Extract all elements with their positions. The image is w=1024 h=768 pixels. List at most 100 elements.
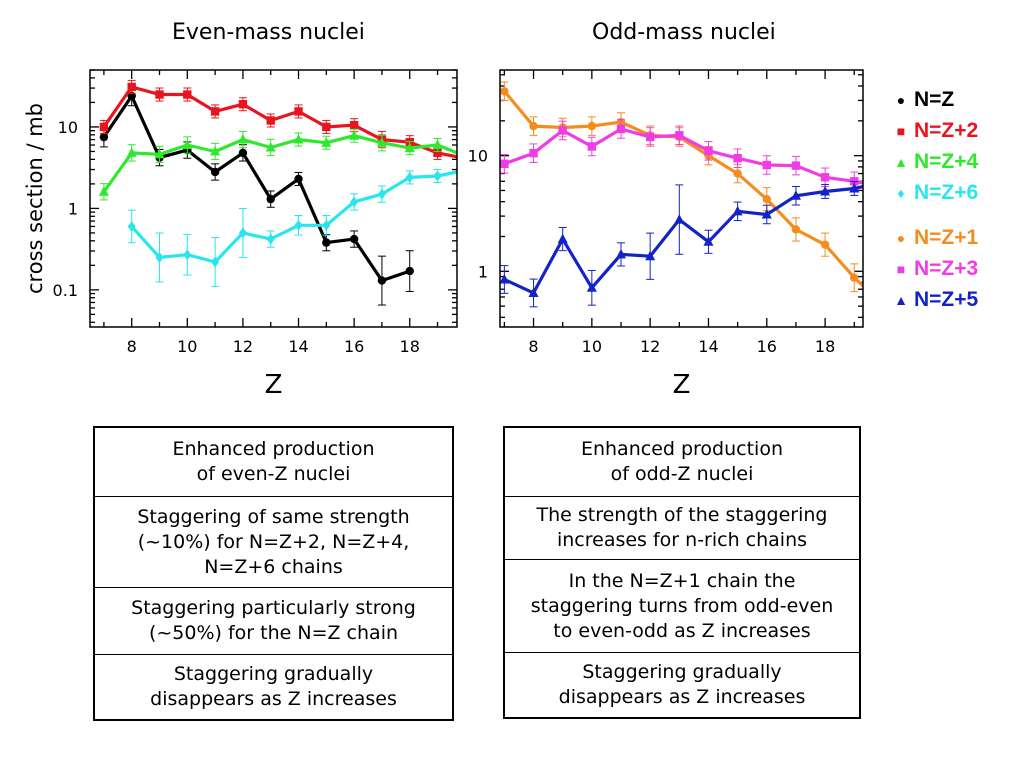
legend-item-nz6: ♦ N=Z+6: [892, 177, 978, 208]
legend: ● N=Z ■ N=Z+2 ▲ N=Z+4 ♦ N=Z+6 ● N=Z+1 ■ N=Z+3 …: [892, 84, 978, 315]
data-point: [376, 137, 387, 147]
data-point: [294, 219, 303, 231]
data-point: [238, 100, 248, 109]
data-point: [126, 147, 137, 157]
x-tick-label: 16: [757, 337, 777, 356]
data-point: [155, 251, 164, 263]
legend-item-nz3: ■ N=Z+3: [892, 253, 978, 284]
data-point: [645, 250, 656, 261]
legend-marker: ●: [896, 229, 906, 246]
legend-marker: ▲: [894, 291, 908, 308]
x-tick-label: 18: [815, 337, 835, 356]
legend-item-nz: ● N=Z: [892, 84, 978, 115]
data-point: [99, 122, 109, 132]
series-line: [503, 127, 863, 185]
data-point: [761, 208, 772, 219]
x-axis-label: Z: [265, 370, 283, 400]
series-n-z-4: [98, 128, 457, 201]
x-tick-label: 14: [288, 337, 308, 356]
data-point: [238, 148, 248, 158]
data-point: [210, 107, 220, 116]
plot-frame: [499, 69, 864, 328]
x-tick-label: 18: [400, 337, 420, 356]
data-point: [500, 159, 509, 169]
data-point: [211, 256, 220, 268]
data-point: [404, 142, 415, 153]
data-point: [377, 276, 387, 285]
data-point: [127, 82, 136, 92]
table-cell: Enhanced production of odd-Z nuclei: [503, 426, 861, 497]
data-point: [182, 139, 193, 150]
data-point: [820, 173, 830, 182]
data-point: [405, 266, 414, 276]
even-panel-title: Even-mass nuclei: [172, 20, 365, 45]
series-n-z-1: [500, 81, 863, 293]
series-line: [102, 94, 411, 283]
data-point: [237, 134, 248, 144]
data-point: [265, 141, 276, 152]
data-point: [558, 126, 567, 135]
x-tick-label: 12: [640, 337, 660, 356]
legend-item-nz4: ▲ N=Z+4: [892, 146, 978, 177]
legend-item-nz2: ■ N=Z+2: [892, 115, 978, 146]
data-point: [616, 124, 626, 134]
series-line: [503, 185, 863, 295]
data-point: [98, 186, 109, 196]
data-point: [183, 249, 192, 261]
data-point: [762, 160, 771, 170]
data-point: [587, 121, 597, 131]
legend-label: N=Z: [914, 87, 955, 111]
data-point: [266, 116, 275, 125]
data-point: [733, 169, 742, 178]
data-point: [529, 148, 538, 158]
data-point: [732, 205, 743, 216]
data-point: [350, 196, 359, 208]
data-point: [557, 233, 568, 244]
y-tick-label: 1: [68, 199, 78, 218]
data-point: [154, 148, 165, 159]
table-cell: Staggering gradually disappears as Z inc…: [503, 652, 861, 719]
plot-area: [98, 79, 457, 306]
data-point: [432, 139, 443, 150]
data-point: [293, 134, 304, 144]
data-point: [322, 219, 331, 231]
data-point: [587, 142, 597, 151]
series-line: [102, 134, 457, 193]
odd-panel-title: Odd-mass nuclei: [592, 20, 776, 45]
data-point: [528, 287, 539, 297]
series-n-z: [99, 85, 414, 306]
y-tick-label: 10: [58, 118, 78, 137]
data-point: [762, 195, 771, 204]
data-point: [322, 238, 331, 247]
series-line: [130, 170, 457, 264]
data-point: [322, 122, 331, 132]
data-point: [820, 240, 830, 249]
legend-marker: ▲: [894, 153, 908, 170]
legend-label: N=Z+1: [914, 225, 979, 249]
table-cell: Staggering particularly strong (~50%) fo…: [93, 587, 454, 655]
y-axis-label: cross section / mb: [23, 103, 47, 294]
data-point: [704, 146, 713, 156]
series-n-z-5: [500, 181, 863, 308]
x-tick-label: 12: [233, 337, 253, 356]
table-cell: Staggering of same strength (~10%) for N…: [93, 496, 454, 588]
series-line: [102, 85, 457, 159]
data-point: [433, 148, 442, 158]
y-tick-label: 0.1: [53, 281, 78, 300]
data-point: [791, 225, 801, 234]
x-tick-label: 8: [127, 337, 137, 356]
table-cell: Staggering gradually disappears as Z inc…: [93, 654, 454, 721]
data-point: [850, 273, 859, 282]
legend-label: N=Z+5: [914, 287, 979, 311]
legend-marker: ■: [896, 122, 906, 139]
legend-item-nz5: ▲ N=Z+5: [892, 284, 978, 315]
data-point: [703, 236, 714, 246]
data-point: [238, 227, 247, 239]
x-tick-label: 14: [698, 337, 718, 356]
legend-marker: ●: [896, 91, 906, 108]
legend-marker: ♦: [897, 184, 905, 201]
plot-area: [500, 81, 863, 308]
data-point: [674, 214, 685, 224]
data-point: [733, 154, 742, 163]
